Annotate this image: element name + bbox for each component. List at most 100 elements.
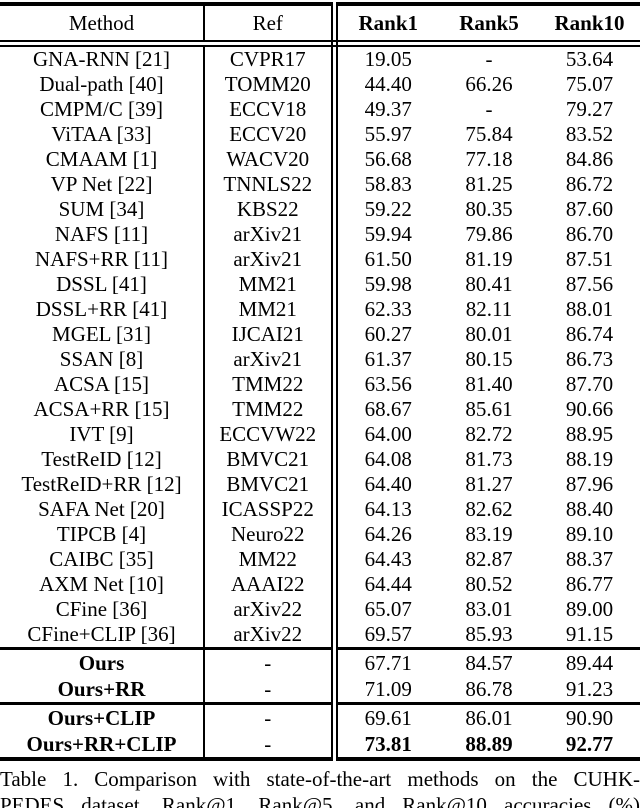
- rank1-cell: 67.71: [334, 647, 439, 676]
- method-cell: ACSA [15]: [0, 372, 205, 397]
- rank5-cell: 79.86: [465, 222, 513, 246]
- rank10-cell: 86.74: [565, 322, 614, 346]
- table-row: Ours+RR+CLIP - 73.81 88.89 92.77: [0, 731, 640, 759]
- method-cell: AXM Net [10]: [0, 572, 205, 597]
- table-row: VP Net [22] TNNLS22 58.83 81.25 86.72: [0, 172, 640, 197]
- ref-cell: TOMM20: [204, 72, 338, 97]
- rank1-cell: 65.07: [364, 597, 412, 621]
- rank10-cell: 88.01: [565, 297, 614, 321]
- method-cell: Dual-path [40]: [0, 72, 205, 97]
- rank5-cell: 80.41: [465, 272, 513, 296]
- rank10-cell: 88.40: [565, 497, 614, 521]
- rank1-cell: 59.98: [364, 272, 412, 296]
- rank1-cell: 59.22: [364, 197, 412, 221]
- section-ours: Ours - 67.71 84.57 89.44 Ours+RR - 71.09…: [0, 647, 640, 704]
- rank1-cell: 58.83: [364, 172, 412, 196]
- table-row: TestReID+RR [12] BMVC21 64.40 81.27 87.9…: [0, 472, 640, 497]
- rank5-cell: 80.52: [465, 572, 513, 596]
- table-row: MGEL [31] IJCAI21 60.27 80.01 86.74: [0, 322, 640, 347]
- method-cell: CMPM/C [39]: [0, 97, 205, 122]
- table-row: NAFS [11] arXiv21 59.94 79.86 86.70: [0, 222, 640, 247]
- rank1-cell: 68.67: [364, 397, 412, 421]
- method-cell: NAFS [11]: [0, 222, 205, 247]
- method-cell: DSSL [41]: [0, 272, 205, 297]
- rank5-cell: 77.18: [465, 147, 513, 171]
- rank1-cell: 64.43: [364, 547, 412, 571]
- rank1-cell: 64.44: [364, 572, 412, 596]
- table-header: Method Ref Rank1 Rank5 Rank10: [0, 4, 640, 47]
- section-ours-clip: Ours+CLIP - 69.61 86.01 90.90 Ours+RR+CL…: [0, 702, 640, 759]
- rank10-cell: 83.52: [565, 122, 614, 146]
- rank5-cell: 66.26: [465, 72, 513, 96]
- ref-cell: AAAI22: [204, 572, 338, 597]
- rank1-cell: 71.09: [364, 677, 412, 701]
- method-cell: IVT [9]: [0, 422, 205, 447]
- rank5-cell: 83.01: [465, 597, 513, 621]
- ref-cell: MM21: [204, 297, 338, 322]
- rank10-cell: 86.72: [565, 172, 614, 196]
- rank10-cell: 91.23: [565, 677, 614, 701]
- method-cell: ACSA+RR [15]: [0, 397, 205, 422]
- rank5-cell: 81.25: [465, 172, 513, 196]
- rank10-cell: 87.60: [565, 197, 614, 221]
- rank1-cell: 44.40: [364, 72, 412, 96]
- header-row: Method Ref Rank1 Rank5 Rank10: [0, 4, 640, 47]
- method-cell: CFine+CLIP [36]: [0, 622, 205, 649]
- rank1-cell: 59.94: [364, 222, 412, 246]
- rank5-cell: 82.11: [465, 297, 513, 321]
- rank1-cell: 60.27: [364, 322, 412, 346]
- rank5-cell: 85.93: [465, 622, 513, 646]
- header-rank5: Rank5: [439, 4, 539, 47]
- ref-cell: -: [204, 647, 338, 676]
- rank10-cell: 88.95: [565, 422, 614, 446]
- method-cell: TestReID [12]: [0, 447, 205, 472]
- table-row: ViTAA [33] ECCV20 55.97 75.84 83.52: [0, 122, 640, 147]
- table-row: TestReID [12] BMVC21 64.08 81.73 88.19: [0, 447, 640, 472]
- method-cell: SUM [34]: [0, 197, 205, 222]
- method-cell: Ours: [0, 647, 205, 676]
- ref-cell: BMVC21: [204, 472, 338, 497]
- method-cell: CAIBC [35]: [0, 547, 205, 572]
- method-cell: GNA-RNN [21]: [0, 43, 205, 72]
- ref-cell: TMM22: [204, 372, 338, 397]
- rank5-cell: 81.73: [465, 447, 513, 471]
- table-row: CMPM/C [39] ECCV18 49.37 - 79.27: [0, 97, 640, 122]
- method-cell: VP Net [22]: [0, 172, 205, 197]
- rank1-cell: 62.33: [364, 297, 412, 321]
- rank5-cell: 88.89: [465, 732, 513, 756]
- rank10-cell: 88.37: [565, 547, 614, 571]
- ref-cell: MM22: [204, 547, 338, 572]
- method-cell: SAFA Net [20]: [0, 497, 205, 522]
- ref-cell: MM21: [204, 272, 338, 297]
- rank1-cell: 56.68: [364, 147, 412, 171]
- header-rank1: Rank1: [334, 4, 439, 47]
- ref-cell: ECCV20: [204, 122, 338, 147]
- rank10-cell: 75.07: [565, 72, 614, 96]
- rank10-cell: 89.10: [565, 522, 614, 546]
- ref-cell: arXiv22: [204, 597, 338, 622]
- rank5-cell: 81.40: [465, 372, 513, 396]
- rank10-cell: 87.56: [565, 272, 614, 296]
- ref-cell: Neuro22: [204, 522, 338, 547]
- rank10-cell: 91.15: [565, 622, 614, 646]
- rank10-cell: 88.19: [565, 447, 614, 471]
- table-row: AXM Net [10] AAAI22 64.44 80.52 86.77: [0, 572, 640, 597]
- method-cell: TestReID+RR [12]: [0, 472, 205, 497]
- table-row: DSSL+RR [41] MM21 62.33 82.11 88.01: [0, 297, 640, 322]
- rank1-cell: 19.05: [364, 47, 412, 71]
- method-cell: Ours+CLIP: [0, 702, 205, 731]
- ref-cell: TNNLS22: [204, 172, 338, 197]
- table-row: Ours+CLIP - 69.61 86.01 90.90: [0, 702, 640, 731]
- table-row: SUM [34] KBS22 59.22 80.35 87.60: [0, 197, 640, 222]
- ref-cell: IJCAI21: [204, 322, 338, 347]
- ref-cell: arXiv21: [204, 247, 338, 272]
- table-row: CMAAM [1] WACV20 56.68 77.18 84.86: [0, 147, 640, 172]
- ref-cell: arXiv21: [204, 222, 338, 247]
- rank5-cell: 80.35: [465, 197, 513, 221]
- header-rank10: Rank10: [539, 4, 640, 47]
- table-row: SAFA Net [20] ICASSP22 64.13 82.62 88.40: [0, 497, 640, 522]
- rank1-cell: 63.56: [364, 372, 412, 396]
- rank5-cell: 81.19: [465, 247, 513, 271]
- rank1-cell: 64.08: [364, 447, 412, 471]
